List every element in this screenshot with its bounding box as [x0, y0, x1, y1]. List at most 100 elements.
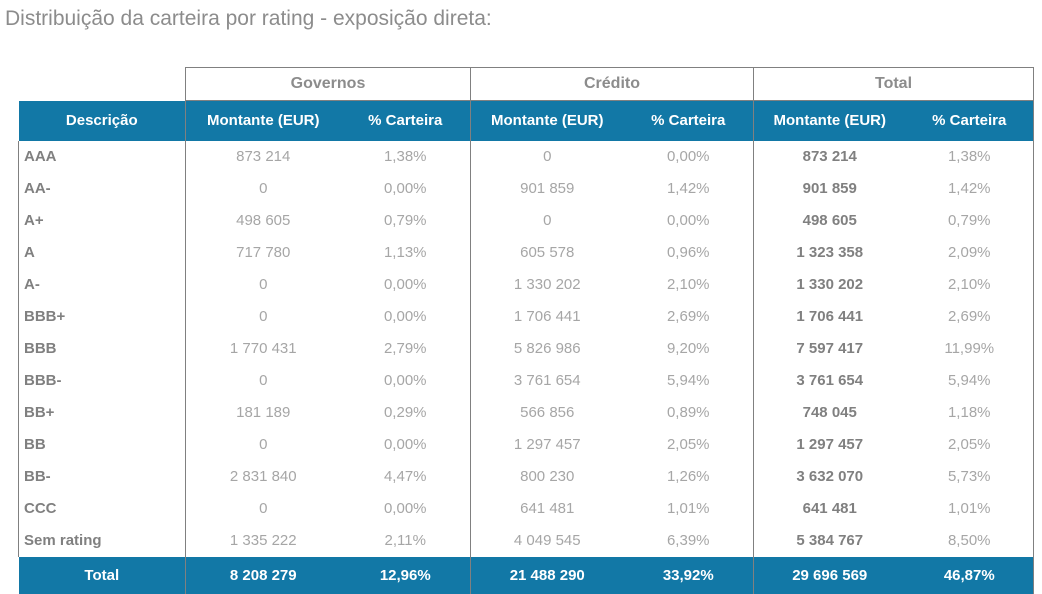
- total-governos-pct-cell: 12,96%: [340, 556, 471, 594]
- total-amount-cell: 901 859: [753, 172, 906, 205]
- column-header-governos-montante: Montante (EUR): [185, 100, 341, 141]
- governos-pct-cell: 2,79%: [383, 340, 427, 357]
- table-row: BBB+ 0 0,00% 1 706 441 2,69% 1 706 441 2,69%: [18, 300, 1034, 333]
- governos-amount-cell: 0: [185, 364, 341, 397]
- group-header-governos: Governos: [185, 67, 471, 101]
- total-pct-cell: 1,01%: [905, 492, 1034, 525]
- total-amount-cell: 1 297 457: [753, 428, 906, 461]
- credito-amount-cell: 800 230: [470, 460, 624, 493]
- column-header-credito-pct: % Carteira: [623, 100, 754, 141]
- column-header-row: Descrição Montante (EUR) % Carteira Mont…: [18, 100, 1034, 141]
- credito-amount-cell: 901 859: [470, 172, 624, 205]
- governos-amount-cell: 181 189: [185, 396, 341, 429]
- total-amount-cell: 873 214: [753, 140, 906, 173]
- total-total-amount-cell: 29 696 569: [753, 556, 906, 594]
- governos-amount-cell: 717 780: [185, 236, 341, 269]
- total-amount-cell: 3 632 070: [753, 460, 906, 493]
- group-header-row: Governos Crédito Total: [18, 67, 1034, 101]
- total-pct-cell: 2,69%: [905, 300, 1034, 333]
- credito-amount-cell: 641 481: [470, 492, 624, 525]
- governos-pct-cell: 4,47%: [383, 468, 427, 485]
- credito-pct-cell: 9,20%: [666, 340, 710, 357]
- credito-amount-cell: 3 761 654: [470, 364, 624, 397]
- credito-pct-cell: 0,00%: [666, 212, 710, 229]
- table-row: BB- 2 831 840 4,47% 800 230 1,26% 3 632 070 5,…: [18, 460, 1034, 493]
- total-pct-cell: 2,09%: [905, 236, 1034, 269]
- table-row: BBB- 0 0,00% 3 761 654 5,94% 3 761 654 5,94%: [18, 364, 1034, 397]
- total-amount-cell: 7 597 417: [753, 332, 906, 365]
- governos-pct-cell: 0,79%: [383, 212, 427, 229]
- governos-pct-cell: 2,11%: [384, 532, 426, 549]
- credito-pct-cell: 1,01%: [666, 500, 710, 517]
- table-row: BB+ 181 189 0,29% 566 856 0,89% 748 045 1,18%: [18, 396, 1034, 429]
- total-credito-pct-cell: 33,92%: [623, 556, 754, 594]
- credito-pct-cell: 1,26%: [666, 468, 710, 485]
- total-pct-cell: 1,42%: [905, 172, 1034, 205]
- governos-pct-cell: 0,00%: [383, 372, 427, 389]
- credito-pct-cell: 2,69%: [666, 308, 710, 325]
- total-amount-cell: 1 706 441: [753, 300, 906, 333]
- governos-pct-cell: 1,13%: [383, 244, 427, 261]
- column-header-total-pct: % Carteira: [905, 100, 1034, 141]
- rating-label-cell: AAA: [18, 140, 186, 173]
- credito-amount-cell: 1 297 457: [470, 428, 624, 461]
- governos-pct-cell: 0,00%: [383, 180, 427, 197]
- governos-amount-cell: 1 335 222: [185, 524, 341, 557]
- credito-pct-cell: 2,05%: [666, 436, 710, 453]
- credito-pct-cell: 5,94%: [666, 372, 710, 389]
- governos-pct-cell: 0,00%: [383, 308, 427, 325]
- total-label-cell: Total: [18, 556, 186, 594]
- table-row: BB 0 0,00% 1 297 457 2,05% 1 297 457 2,05%: [18, 428, 1034, 461]
- group-header-credito: Crédito: [470, 67, 754, 101]
- column-header-descricao: Descrição: [18, 100, 186, 141]
- governos-amount-cell: 0: [185, 268, 341, 301]
- governos-amount-cell: 873 214: [185, 140, 341, 173]
- rating-label-cell: BBB-: [18, 364, 186, 397]
- credito-amount-cell: 1 330 202: [470, 268, 624, 301]
- credito-amount-cell: 4 049 545: [470, 524, 624, 557]
- credito-amount-cell: 566 856: [470, 396, 624, 429]
- total-pct-cell: 2,05%: [905, 428, 1034, 461]
- total-amount-cell: 498 605: [753, 204, 906, 237]
- rating-label-cell: A: [18, 236, 186, 269]
- rating-label-cell: Sem rating: [18, 524, 186, 557]
- table-row: Sem rating 1 335 222 2,11% 4 049 545 6,39% 5 …: [18, 524, 1034, 557]
- total-credito-amount-cell: 21 488 290: [470, 556, 624, 594]
- governos-pct-cell: 0,00%: [383, 500, 427, 517]
- credito-pct-cell: 1,42%: [666, 180, 710, 197]
- governos-amount-cell: 1 770 431: [185, 332, 341, 365]
- governos-pct-cell: 0,00%: [383, 276, 427, 293]
- rating-label-cell: BBB: [18, 332, 186, 365]
- credito-pct-cell: 2,10%: [666, 276, 710, 293]
- table-row: A 717 780 1,13% 605 578 0,96% 1 323 358 2,09%: [18, 236, 1034, 269]
- total-pct-cell: 1,38%: [905, 140, 1034, 173]
- total-amount-cell: 641 481: [753, 492, 906, 525]
- rating-label-cell: BB: [18, 428, 186, 461]
- rating-label-cell: BB+: [18, 396, 186, 429]
- table-row: AA- 0 0,00% 901 859 1,42% 901 859 1,42%: [18, 172, 1034, 205]
- table-row: A- 0 0,00% 1 330 202 2,10% 1 330 202 2,10%: [18, 268, 1034, 301]
- table-row: AAA 873 214 1,38% 0 0,00% 873 214 1,38%: [18, 140, 1034, 173]
- credito-amount-cell: 0: [470, 204, 624, 237]
- total-pct-cell: 2,10%: [905, 268, 1034, 301]
- credito-pct-cell: 6,39%: [666, 532, 710, 549]
- rating-label-cell: BB-: [18, 460, 186, 493]
- total-amount-cell: 5 384 767: [753, 524, 906, 557]
- rating-distribution-table: Governos Crédito Total Descrição Montant…: [18, 67, 1034, 594]
- rating-label-cell: CCC: [18, 492, 186, 525]
- credito-amount-cell: 0: [470, 140, 624, 173]
- total-row: Total 8 208 279 12,96% 21 488 290 33,92%…: [18, 556, 1034, 594]
- table-row: BBB 1 770 431 2,79% 5 826 986 9,20% 7 597 417…: [18, 332, 1034, 365]
- credito-amount-cell: 605 578: [470, 236, 624, 269]
- total-pct-cell: 0,79%: [905, 204, 1034, 237]
- page-title: Distribuição da carteira por rating - ex…: [5, 7, 492, 30]
- column-header-governos-pct: % Carteira: [340, 100, 471, 141]
- rating-label-cell: A-: [18, 268, 186, 301]
- governos-amount-cell: 0: [185, 300, 341, 333]
- governos-pct-cell: 0,00%: [383, 436, 427, 453]
- governos-amount-cell: 2 831 840: [185, 460, 341, 493]
- governos-amount-cell: 0: [185, 492, 341, 525]
- total-amount-cell: 748 045: [753, 396, 906, 429]
- rating-table-body: AAA 873 214 1,38% 0 0,00% 873 214 1,38% AA- 0 0,0…: [18, 140, 1034, 557]
- rating-label-cell: A+: [18, 204, 186, 237]
